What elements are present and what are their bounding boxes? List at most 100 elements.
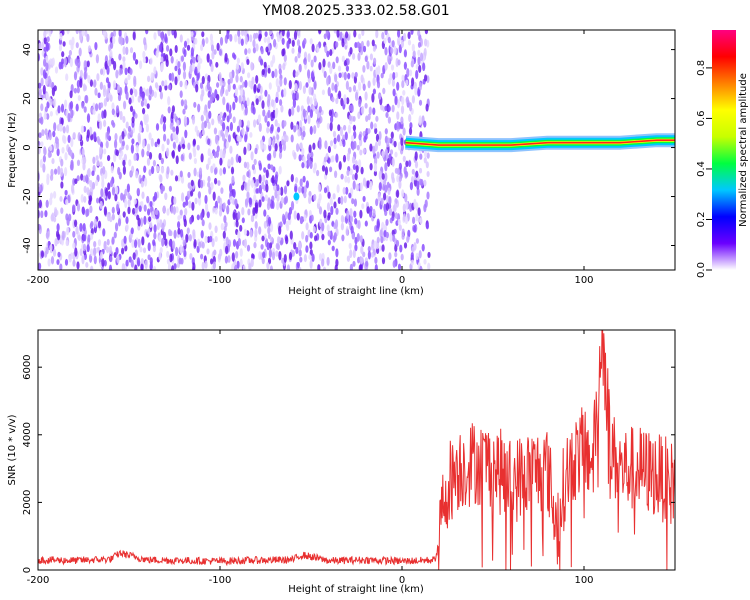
noise-cell	[159, 247, 163, 254]
snr-ytick-label: 0	[22, 567, 33, 573]
noise-cell	[74, 178, 78, 185]
noise-cell	[310, 70, 315, 81]
noise-cell	[385, 111, 389, 119]
noise-cell	[204, 194, 208, 204]
noise-cell	[104, 60, 108, 70]
noise-cell	[186, 227, 190, 234]
noise-cell	[223, 215, 227, 224]
noise-cell	[86, 33, 90, 43]
noise-cell	[174, 65, 178, 72]
noise-cell	[70, 137, 74, 148]
noise-cell	[91, 170, 95, 177]
noise-cell	[426, 191, 430, 200]
noise-cell	[373, 57, 377, 65]
noise-cell	[262, 109, 266, 117]
noise-cell	[73, 87, 77, 94]
noise-cell	[49, 58, 53, 65]
noise-cell	[241, 207, 245, 216]
noise-cell	[267, 163, 271, 170]
noise-cell	[291, 39, 295, 47]
noise-cell	[116, 203, 120, 213]
noise-cell	[149, 261, 153, 270]
noise-cell	[233, 54, 237, 60]
snr-xtick-label: 100	[574, 575, 593, 586]
noise-cell	[281, 30, 285, 37]
noise-cell	[313, 124, 317, 135]
noise-cell	[153, 224, 157, 233]
noise-cell	[389, 73, 393, 81]
noise-cell	[201, 121, 205, 132]
noise-cell	[174, 175, 179, 182]
noise-cell	[167, 106, 171, 114]
noise-cell	[371, 93, 375, 103]
noise-cell	[219, 36, 224, 46]
noise-cell	[268, 82, 272, 90]
noise-cell	[222, 114, 226, 122]
noise-cell	[344, 131, 348, 141]
noise-cell	[84, 30, 88, 37]
noise-cell	[159, 174, 163, 183]
noise-cell	[183, 115, 187, 125]
noise-cell	[290, 134, 294, 143]
noise-cell	[125, 35, 129, 44]
noise-cell	[72, 204, 76, 213]
noise-cell	[423, 120, 427, 128]
noise-cell	[301, 186, 305, 194]
noise-cell	[321, 233, 325, 241]
noise-cell	[189, 65, 193, 75]
noise-cell	[206, 80, 210, 91]
noise-cell	[293, 210, 297, 220]
noise-cell	[373, 162, 378, 172]
noise-cell	[144, 177, 148, 187]
noise-cell	[45, 199, 49, 208]
noise-cell	[93, 255, 97, 265]
noise-cell	[177, 215, 181, 221]
noise-cell	[418, 115, 422, 124]
noise-cell	[206, 248, 210, 255]
noise-cell	[372, 107, 376, 115]
noise-cell	[364, 55, 368, 63]
noise-cell	[68, 39, 72, 46]
noise-cell	[111, 102, 115, 111]
noise-cell	[113, 231, 117, 239]
noise-cell	[295, 177, 299, 184]
noise-cell	[327, 239, 331, 246]
noise-cell	[143, 98, 148, 107]
noise-cell	[107, 182, 111, 191]
noise-cell	[246, 183, 250, 193]
noise-cell	[95, 179, 99, 187]
noise-cell	[314, 235, 318, 242]
noise-cell	[252, 106, 256, 115]
noise-cell	[380, 236, 384, 244]
noise-cell	[49, 110, 54, 117]
noise-cell	[170, 169, 174, 176]
noise-cell	[171, 105, 175, 113]
noise-cell	[128, 97, 132, 105]
noise-cell	[342, 139, 346, 148]
noise-cell	[87, 45, 92, 52]
noise-cell	[417, 56, 421, 66]
noise-cell	[40, 141, 44, 147]
noise-cell	[102, 165, 106, 175]
noise-cell	[369, 53, 373, 61]
noise-cell	[111, 186, 116, 196]
noise-cell	[372, 145, 376, 155]
noise-cell	[391, 78, 395, 87]
noise-cell	[346, 169, 350, 176]
noise-cell	[83, 156, 87, 165]
noise-cell	[100, 188, 104, 198]
noise-cell	[258, 33, 262, 40]
noise-cell	[127, 198, 131, 207]
noise-cell	[336, 184, 340, 193]
noise-cell	[376, 218, 380, 227]
noise-cell	[283, 54, 287, 62]
noise-cell	[200, 230, 204, 239]
noise-cell	[151, 211, 155, 219]
noise-cell	[119, 110, 123, 121]
noise-cell	[383, 192, 387, 201]
noise-cell	[274, 119, 278, 127]
noise-cell	[367, 250, 371, 260]
noise-cell	[81, 102, 85, 109]
noise-cell	[207, 148, 211, 157]
